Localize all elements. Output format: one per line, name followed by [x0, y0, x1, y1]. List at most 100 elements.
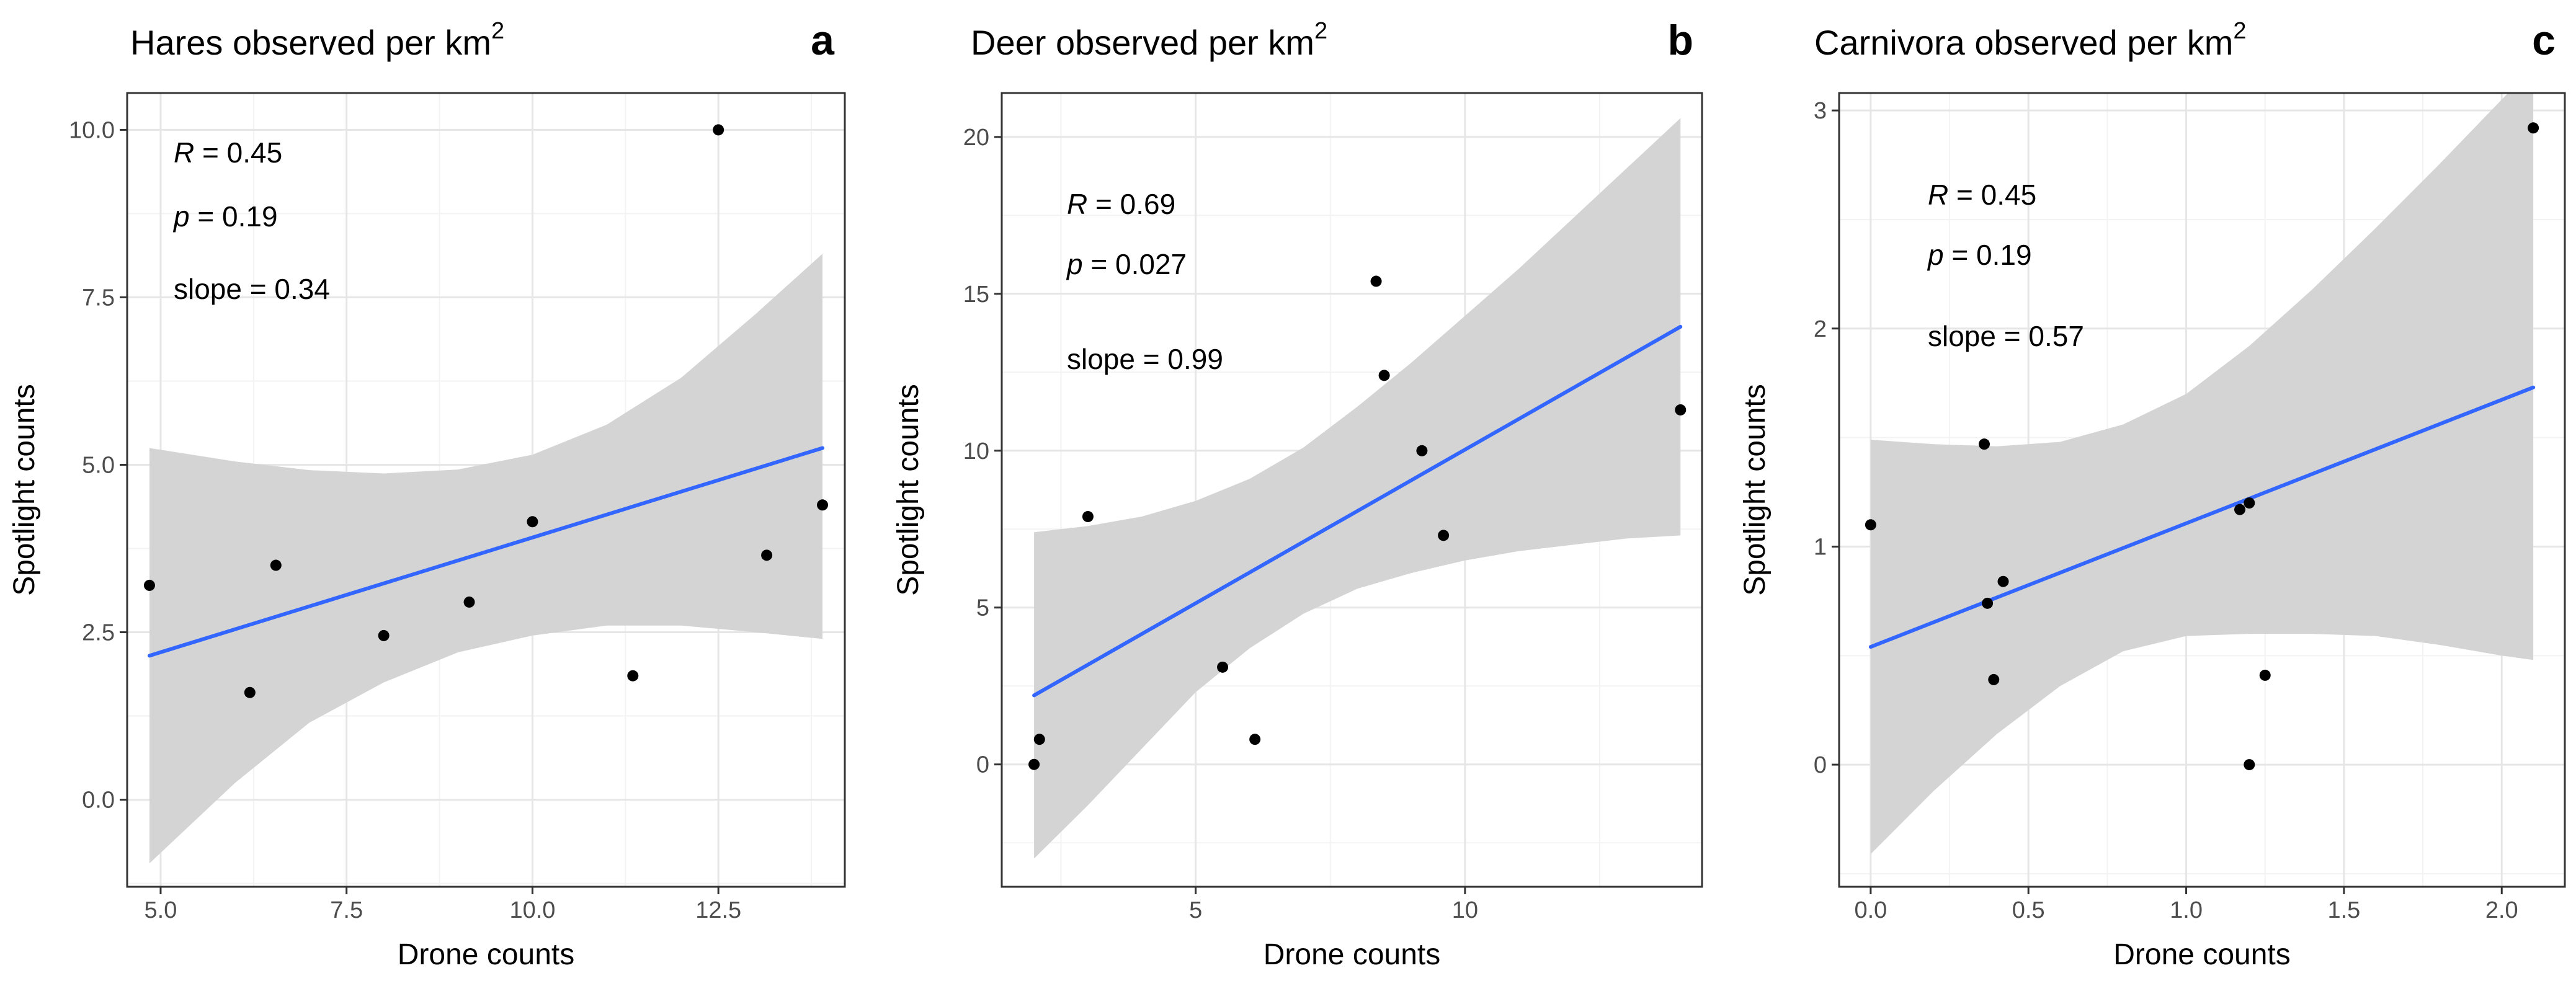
y-axis-label: Spotlight counts	[1739, 384, 1772, 596]
stat-value: = 0.69	[1087, 188, 1175, 220]
data-point	[378, 629, 390, 641]
data-point	[1675, 404, 1687, 415]
confidence-band	[1870, 93, 2534, 855]
x-tick-label: 1.0	[2170, 897, 2203, 923]
panel-title-superscript: 2	[491, 18, 504, 44]
stat-annotation: R = 0.45	[174, 136, 282, 169]
data-point	[1370, 275, 1382, 287]
data-point	[527, 516, 538, 528]
data-point	[1028, 758, 1040, 770]
stat-symbol: p	[1927, 239, 1944, 271]
panel-title: Deer observed per km2	[971, 18, 1327, 62]
panel-border	[1001, 92, 1703, 888]
y-tick-label: 0	[976, 752, 989, 778]
stat-annotation: slope = 0.99	[1067, 343, 1223, 375]
data-point	[761, 549, 773, 561]
stat-value: slope = 0.57	[1928, 320, 2084, 352]
x-tick-label: 10.0	[509, 897, 555, 923]
regression-line	[1032, 324, 1683, 698]
x-tick-label: 0.0	[1854, 897, 1887, 923]
panel-a: 5.0 7.5 10.0 12.5 0.0 2.5 5.0 7.5 10.0 Drone coun…	[8, 17, 846, 971]
data-point	[2244, 759, 2255, 771]
y-tick-label: 15	[963, 282, 989, 308]
panel-title-text: Carnivora observed per km	[1814, 23, 2233, 62]
data-point	[713, 124, 724, 136]
data-point	[627, 670, 639, 682]
x-axis-label: Drone counts	[1263, 938, 1441, 971]
panel-title: Carnivora observed per km2	[1814, 18, 2247, 62]
stat-annotation: p = 0.19	[1927, 239, 2032, 271]
x-axis-label: Drone counts	[398, 938, 575, 971]
data-point	[1865, 519, 1876, 531]
x-tick-label: 10	[1452, 897, 1478, 923]
stat-annotation: p = 0.027	[1066, 248, 1187, 280]
panel-title: Hares observed per km2	[130, 18, 504, 62]
stat-annotation: R = 0.69	[1067, 188, 1175, 220]
data-point	[2244, 497, 2255, 509]
data-point	[1997, 575, 2009, 587]
panel-title-superscript: 2	[2233, 18, 2246, 44]
data-point	[1438, 530, 1450, 541]
stat-value: = 0.19	[1944, 239, 2032, 271]
data-point	[1979, 438, 1990, 450]
stat-annotation: slope = 0.34	[174, 273, 330, 305]
stat-value: = 0.027	[1083, 248, 1187, 280]
panel-c: 0.0 0.5 1.0 1.5 2.0 0 1 2 3 Drone counts Spotlight…	[1739, 17, 2566, 971]
stat-value: slope = 0.34	[174, 273, 330, 305]
regression-line	[147, 446, 825, 658]
panel-title-text: Deer observed per km	[971, 23, 1314, 62]
data-point	[1082, 511, 1094, 523]
y-tick-label: 1	[1814, 534, 1827, 560]
data-point	[2259, 669, 2271, 681]
stat-symbol: R	[1928, 179, 1948, 211]
data-point	[2528, 122, 2539, 134]
x-tick-label: 12.5	[695, 897, 741, 923]
stat-annotation: slope = 0.57	[1928, 320, 2084, 352]
stat-symbol: R	[1067, 188, 1087, 220]
data-point	[244, 686, 256, 698]
panel-letter: a	[811, 17, 835, 64]
regression-line	[1868, 385, 2536, 649]
x-tick-label: 1.5	[2327, 897, 2360, 923]
data-point	[1249, 734, 1261, 745]
x-tick-label: 5	[1189, 897, 1202, 923]
data-point	[817, 499, 829, 511]
stat-annotation: p = 0.19	[172, 200, 278, 233]
panel-border	[126, 92, 846, 888]
panel-b: 5 10 0 5 10 15 20 Drone counts Spotlight counts D…	[892, 17, 1703, 971]
confidence-band	[1034, 118, 1681, 859]
data-point	[1217, 661, 1229, 673]
data-point	[1982, 597, 1994, 609]
y-axis-label: Spotlight counts	[892, 384, 925, 596]
x-tick-label: 5.0	[145, 897, 177, 923]
stat-symbol: p	[1066, 248, 1083, 280]
x-tick-label: 7.5	[330, 897, 363, 923]
panel-border	[1838, 92, 2566, 888]
y-tick-label: 0.0	[82, 788, 115, 814]
y-tick-label: 10	[963, 438, 989, 464]
x-tick-label: 2.0	[2485, 897, 2518, 923]
panel-letter: b	[1667, 17, 1693, 64]
x-tick-label: 0.5	[2012, 897, 2045, 923]
y-tick-label: 2.5	[82, 620, 115, 646]
y-tick-label: 5	[976, 595, 989, 621]
data-point	[1378, 370, 1390, 381]
stat-value: = 0.19	[190, 200, 278, 233]
panel-title-superscript: 2	[1314, 18, 1327, 44]
stat-symbol: p	[172, 200, 190, 233]
y-tick-label: 0	[1814, 752, 1827, 778]
y-tick-label: 3	[1814, 98, 1827, 124]
y-tick-label: 2	[1814, 316, 1827, 342]
y-tick-label: 7.5	[82, 285, 115, 311]
stat-value: = 0.45	[1948, 179, 2036, 211]
data-point	[463, 596, 475, 608]
y-tick-label: 5.0	[82, 452, 115, 478]
data-point	[270, 559, 282, 571]
x-axis-label: Drone counts	[2113, 938, 2291, 971]
stat-value: slope = 0.99	[1067, 343, 1223, 375]
panel-letter: c	[2532, 17, 2556, 64]
stat-symbol: R	[174, 136, 194, 169]
confidence-band	[149, 254, 822, 864]
data-point	[2234, 504, 2246, 515]
